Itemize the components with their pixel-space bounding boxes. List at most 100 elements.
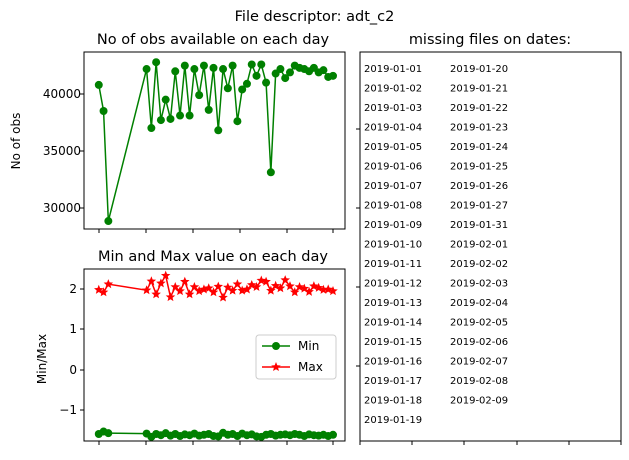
missing-date: 2019-01-05 (364, 142, 422, 153)
obs-y-tick-label: 30000 (43, 201, 81, 215)
max-data-point (175, 286, 185, 296)
missing-date: 2019-02-04 (450, 298, 508, 309)
obs-data-point (238, 85, 247, 94)
max-data-point (165, 292, 176, 302)
min-data-point (104, 429, 113, 438)
obs-y-tick-labels: 30000 35000 40000 (43, 87, 81, 215)
max-data-point (328, 286, 338, 296)
obs-data-point (257, 60, 266, 69)
minmax-y-tick-label: 2 (69, 282, 77, 296)
missing-date: 2019-01-14 (364, 318, 422, 329)
max-data-point (160, 270, 171, 280)
minmax-y-axis-label: Min/Max (35, 334, 49, 384)
obs-data-point (219, 65, 228, 74)
missing-date: 2019-01-06 (364, 162, 422, 173)
missing-date: 2019-01-02 (364, 84, 422, 95)
max-data-point (309, 281, 319, 291)
max-data-point (194, 286, 204, 296)
max-data-point (313, 282, 324, 292)
missing-date: 2019-02-08 (450, 376, 508, 387)
missing-date: 2019-01-25 (450, 162, 508, 173)
max-data-point (203, 283, 214, 293)
missing-date: 2019-01-07 (364, 181, 422, 192)
minmax-legend: Min Max (255, 334, 337, 380)
obs-panel-title: No of obs available on each day (97, 32, 330, 48)
missing-date: 2019-01-13 (364, 298, 422, 309)
obs-data-point (99, 107, 108, 115)
missing-bottom-ticks (359, 441, 622, 445)
max-data-point (256, 275, 267, 285)
max-data-point (261, 276, 271, 286)
missing-date: 2019-01-26 (450, 181, 508, 192)
figure-suptitle: File descriptor: adt_c2 (235, 9, 395, 25)
obs-data-point (233, 117, 242, 126)
obs-data-point (176, 111, 185, 120)
missing-date: 2019-01-09 (364, 220, 422, 231)
max-data-point (180, 276, 190, 286)
max-data-point (156, 278, 166, 288)
obs-data-point (190, 65, 199, 74)
obs-x-ticks (98, 229, 334, 233)
missing-dates-list: 2019-01-01 2019-01-02 2019-01-03 2019-01-04… (364, 64, 508, 426)
obs-plot-area (94, 58, 337, 226)
missing-date: 2019-01-16 (364, 357, 422, 368)
min-data-point (329, 430, 337, 439)
max-data-point (146, 276, 157, 286)
max-data-point (323, 284, 333, 294)
max-data-point (94, 284, 104, 294)
minmax-y-ticks (80, 288, 84, 411)
max-data-point (199, 284, 209, 294)
obs-y-tick-label: 40000 (43, 87, 81, 101)
obs-data-point (266, 168, 275, 177)
missing-axes-frame (359, 51, 622, 442)
obs-data-point (185, 111, 194, 120)
max-data-point (275, 283, 286, 293)
missing-date: 2019-01-19 (364, 415, 422, 426)
obs-y-tick-label: 35000 (43, 144, 81, 158)
max-data-point (246, 279, 257, 289)
max-data-point (299, 283, 310, 293)
missing-date: 2019-01-15 (364, 337, 422, 348)
obs-data-point (204, 105, 213, 114)
max-data-point (270, 280, 281, 290)
missing-date: 2019-01-21 (450, 84, 508, 95)
missing-date: 2019-02-09 (450, 396, 508, 407)
max-data-point (103, 279, 114, 289)
legend-box (255, 334, 337, 380)
missing-date: 2019-01-08 (364, 201, 422, 212)
minmax-y-tick-labels: −1 0 1 2 (59, 282, 77, 417)
max-data-point (141, 285, 152, 295)
minmax-y-tick-label: 1 (69, 322, 77, 336)
max-data-point (242, 284, 252, 294)
missing-date: 2019-02-01 (450, 240, 508, 251)
max-legend-label: Max (298, 360, 323, 374)
min-legend-marker (272, 342, 280, 350)
max-data-point (151, 289, 161, 299)
obs-data-point (242, 79, 251, 88)
max-data-point (170, 281, 181, 292)
max-data-point (189, 281, 200, 292)
max-data-point (223, 282, 233, 292)
missing-date: 2019-01-01 (364, 64, 422, 75)
missing-date: 2019-01-11 (364, 259, 422, 270)
missing-date: 2019-02-02 (450, 259, 508, 270)
obs-data-point (319, 66, 328, 75)
obs-data-point (262, 78, 271, 87)
max-data-point (304, 286, 314, 296)
minmax-plot-area (94, 270, 338, 441)
missing-panel-title: missing files on dates: (409, 32, 571, 48)
obs-series-line (98, 62, 334, 222)
obs-data-point (161, 95, 170, 104)
obs-data-point (209, 63, 218, 72)
obs-data-point (223, 84, 232, 93)
missing-date: 2019-02-06 (450, 337, 508, 348)
missing-date: 2019-01-17 (364, 376, 422, 387)
max-data-point (232, 279, 243, 289)
obs-y-axis-label: No of obs (9, 113, 23, 170)
obs-data-point (276, 65, 285, 74)
missing-date: 2019-01-18 (364, 396, 422, 407)
minmax-axes-frame (83, 268, 346, 442)
max-data-point (208, 287, 219, 297)
